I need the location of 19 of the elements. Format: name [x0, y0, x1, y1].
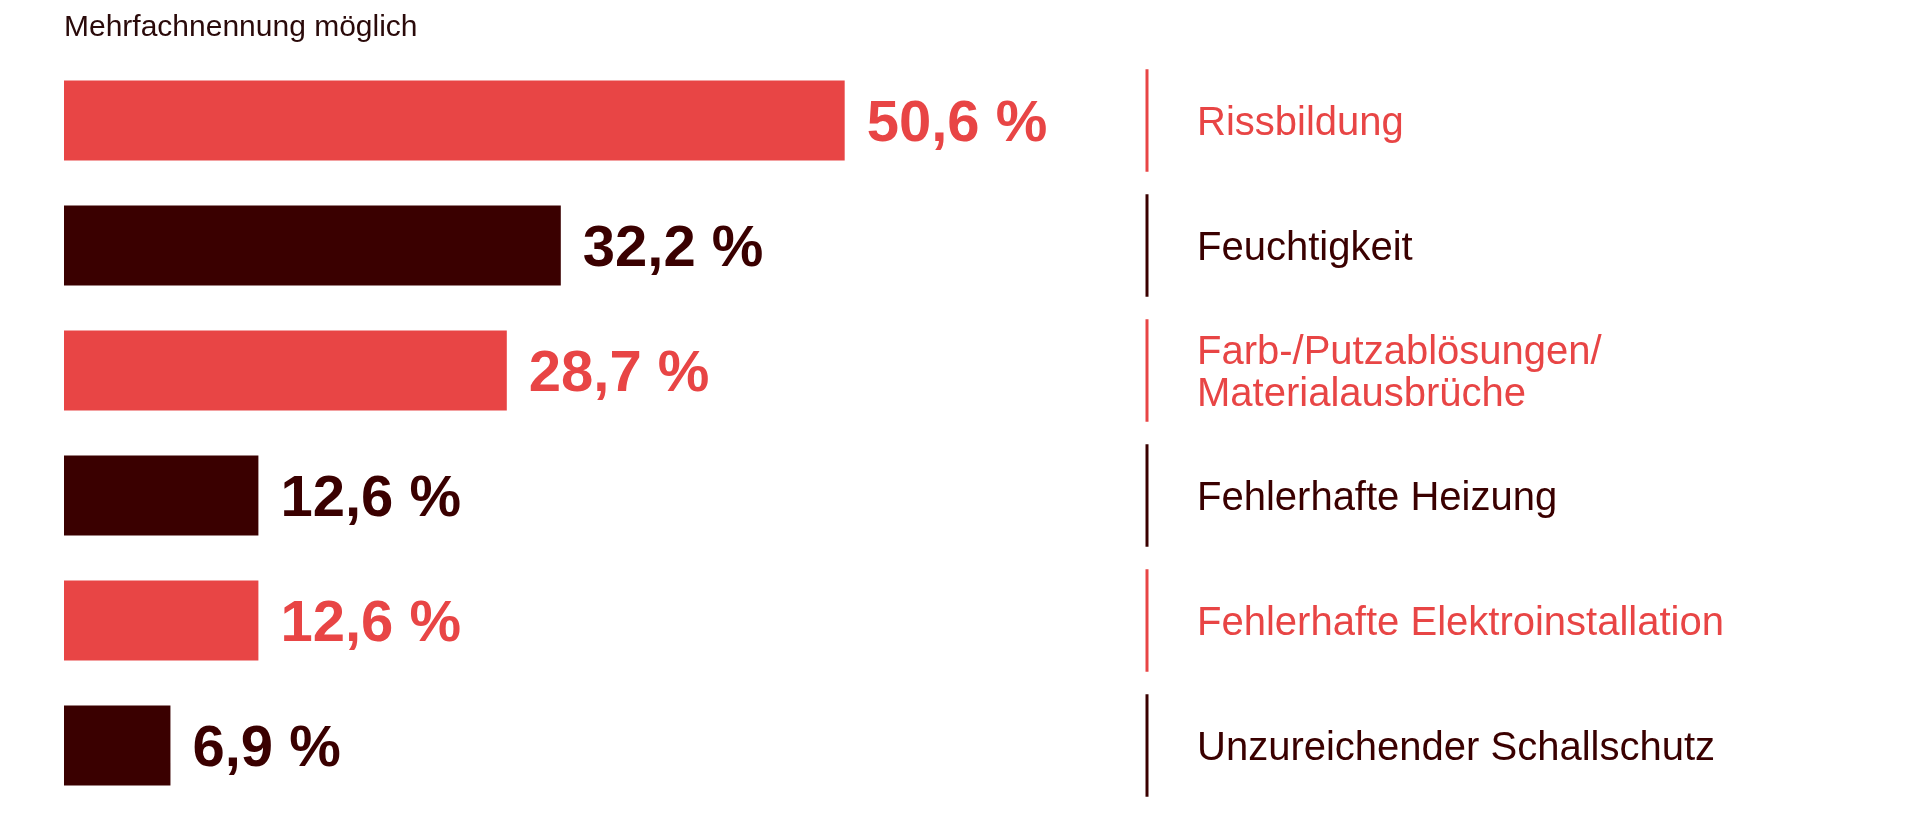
- bar: [64, 80, 845, 161]
- data-label: 12,6 %: [280, 463, 461, 528]
- data-label: 50,6 %: [866, 88, 1048, 153]
- y-tick-label: Farb-/Putzablösungen/Materialausbrüche: [1197, 327, 1603, 414]
- y-tick-label: Fehlerhafte Elektroinstallation: [1197, 598, 1724, 643]
- data-label: 12,6 %: [280, 588, 461, 653]
- y-tick-label: Fehlerhafte Heizung: [1197, 473, 1558, 518]
- y-tick-label: Rissbildung: [1197, 98, 1404, 143]
- data-label: 32,2 %: [582, 213, 764, 278]
- y-tick-label: Feuchtigkeit: [1197, 223, 1413, 268]
- bar: [64, 705, 171, 786]
- bar: [64, 330, 507, 411]
- data-label: 6,9 %: [192, 713, 341, 778]
- data-label: 28,7 %: [528, 338, 710, 403]
- bar: [64, 455, 259, 536]
- y-tick-label: Unzureichender Schallschutz: [1197, 723, 1716, 768]
- bar: [64, 205, 561, 286]
- chart-subtitle: Mehrfachnennung möglich: [63, 8, 419, 44]
- bar: [64, 580, 259, 661]
